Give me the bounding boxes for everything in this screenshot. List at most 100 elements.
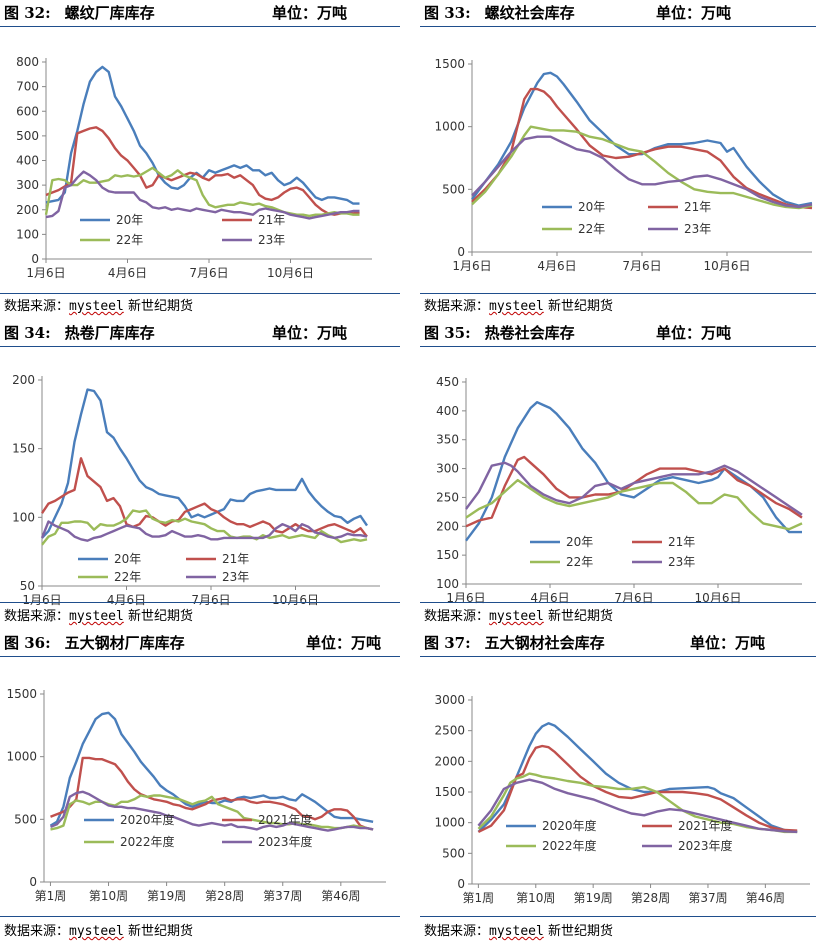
- unit-label: 单位：万吨: [656, 4, 732, 22]
- x-tick-label: 第28周: [631, 891, 670, 905]
- series-line: [45, 65, 360, 205]
- series-line: [41, 509, 368, 546]
- source-suffix: 新世纪期货: [123, 924, 193, 939]
- series-line: [40, 520, 368, 542]
- panel-title: 图 32: 螺纹厂库库存: [4, 2, 155, 28]
- chart-panel-33: 图 33: 螺纹社会库存 单位：万吨 0 500 1000 1500 1月6日 4月6日 7月…: [420, 0, 816, 314]
- line-chart: 0 500 1000 1500 1月6日 4月6日 7月6日 10月6日 20年 21年 22年 23…: [434, 57, 813, 273]
- y-tick-label: 1500: [6, 687, 37, 701]
- y-tick-label: 0: [457, 877, 465, 891]
- chart-title: 螺纹厂库库存: [64, 4, 155, 22]
- y-tick-label: 250: [436, 490, 459, 504]
- chart-panel-36: 图 36: 五大钢材厂库库存 单位：万吨 0 500 1000 1500 第1周 第10周 第…: [0, 630, 400, 944]
- x-tick-label: 4月6日: [107, 593, 146, 607]
- x-tick-label: 7月6日: [622, 259, 661, 273]
- y-tick-label: 450: [436, 375, 459, 389]
- source-prefix: 数据来源：: [4, 299, 70, 314]
- series-line: [471, 125, 813, 210]
- y-tick-label: 1000: [6, 750, 37, 764]
- legend-label: 21年: [258, 213, 285, 227]
- unit-label: 单位：万吨: [272, 4, 348, 22]
- series-line: [50, 790, 374, 832]
- y-tick-label: 3000: [434, 693, 465, 707]
- source-suffix: 新世纪期货: [543, 299, 613, 314]
- y-tick-label: 2500: [434, 724, 465, 738]
- y-tick-label: 500: [16, 129, 39, 143]
- source-brand: mysteel: [69, 609, 124, 624]
- y-tick-label: 500: [442, 846, 465, 860]
- legend-label: 23年: [222, 570, 249, 584]
- chart-title: 热卷社会库存: [484, 324, 575, 342]
- series-line: [471, 87, 813, 210]
- series-line: [41, 388, 368, 539]
- legend-label: 23年: [684, 222, 711, 236]
- series-line: [45, 170, 360, 220]
- legend-label: 21年: [684, 200, 711, 214]
- source-note: 数据来源：mysteel 新世纪期货: [424, 920, 613, 939]
- source-divider: [0, 916, 400, 917]
- figure-number: 图 34:: [4, 324, 51, 342]
- legend-label: 2023年度: [258, 834, 313, 849]
- series-line: [477, 778, 798, 834]
- x-tick-label: 1月6日: [26, 266, 65, 280]
- x-tick-label: 第19周: [574, 891, 613, 905]
- legend-label: 23年: [668, 555, 695, 569]
- figure-number: 图 35:: [424, 324, 471, 342]
- source-note: 数据来源：mysteel 新世纪期货: [424, 295, 613, 314]
- y-tick-label: 100: [16, 227, 39, 241]
- panel-title: 图 37: 五大钢材社会库存: [424, 632, 605, 658]
- source-note: 数据来源：mysteel 新世纪期货: [4, 605, 193, 624]
- legend-label: 2020年度: [542, 818, 597, 833]
- source-suffix: 新世纪期货: [123, 299, 193, 314]
- y-tick-label: 100: [436, 577, 459, 591]
- y-tick-label: 300: [16, 178, 39, 192]
- x-tick-label: 第1周: [463, 891, 495, 905]
- legend-label: 22年: [578, 222, 605, 236]
- chart-panel-32: 图 32: 螺纹厂库库存 单位：万吨 0 100 200 300 400 500 600 700…: [0, 0, 400, 314]
- series-line: [471, 135, 813, 209]
- figure-number: 图 33:: [424, 4, 471, 22]
- unit-label: 单位：万吨: [690, 634, 766, 652]
- source-suffix: 新世纪期货: [123, 609, 193, 624]
- source-brand: mysteel: [489, 924, 544, 939]
- legend-label: 22年: [116, 233, 143, 247]
- source-prefix: 数据来源：: [4, 924, 70, 939]
- y-tick-label: 2000: [434, 754, 465, 768]
- series-line: [477, 744, 798, 833]
- legend-label: 2023年度: [678, 838, 733, 853]
- x-tick-label: 10月6日: [695, 591, 742, 605]
- chart-panel-35: 图 35: 热卷社会库存 单位：万吨 100 150 200 250 300 350 400 4…: [420, 320, 816, 634]
- x-tick-label: 1月6日: [452, 259, 491, 273]
- chart-panel-37: 图 37: 五大钢材社会库存 单位：万吨 0 500 1000 1500 2000 2500…: [420, 630, 816, 944]
- source-note: 数据来源：mysteel 新世纪期货: [4, 920, 193, 939]
- y-tick-label: 150: [436, 548, 459, 562]
- unit-label: 单位：万吨: [656, 324, 732, 342]
- legend-label: 21年: [222, 552, 249, 566]
- line-chart: 50 100 150 200 1月6日 4月6日 7月6日 10月6日 20年 21年 22年 23年: [12, 373, 380, 607]
- x-tick-label: 7月6日: [191, 593, 230, 607]
- legend-label: 23年: [258, 233, 285, 247]
- legend-label: 2021年度: [678, 818, 733, 833]
- title-divider: [420, 346, 816, 347]
- x-tick-label: 4月6日: [537, 259, 576, 273]
- y-tick-label: 500: [442, 182, 465, 196]
- y-tick-label: 0: [29, 875, 37, 889]
- figure-number: 图 32:: [4, 4, 51, 22]
- y-tick-label: 100: [12, 510, 35, 524]
- x-tick-label: 7月6日: [189, 266, 228, 280]
- line-chart: 100 150 200 250 300 350 400 450 1月6日 4月6日 7月6日 10月6…: [436, 375, 803, 605]
- y-tick-label: 500: [14, 812, 37, 826]
- source-prefix: 数据来源：: [424, 609, 490, 624]
- x-tick-label: 第37周: [263, 889, 302, 903]
- legend-label: 2021年度: [258, 812, 313, 827]
- title-divider: [0, 26, 400, 27]
- y-tick-label: 300: [436, 462, 459, 476]
- legend-label: 20年: [566, 535, 593, 549]
- x-tick-label: 第10周: [89, 889, 128, 903]
- x-tick-label: 第28周: [205, 889, 244, 903]
- x-tick-label: 第19周: [147, 889, 186, 903]
- source-brand: mysteel: [69, 924, 124, 939]
- figure-number: 图 37:: [424, 634, 471, 652]
- source-divider: [420, 916, 816, 917]
- x-tick-label: 10月6日: [272, 593, 319, 607]
